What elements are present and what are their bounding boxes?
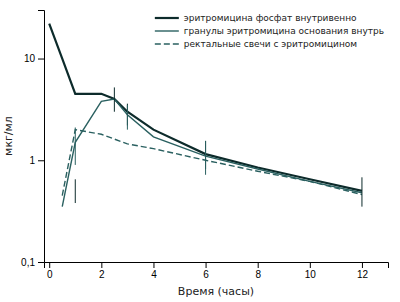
marks bbox=[49, 24, 362, 207]
tick-mark bbox=[38, 160, 44, 161]
tick: 10 bbox=[305, 262, 317, 280]
legend-item: эритромицина фосфат внутривенно bbox=[155, 13, 357, 23]
tick-label: 0 bbox=[47, 269, 53, 280]
tick: 6 bbox=[203, 262, 209, 280]
axis-line bbox=[38, 11, 45, 263]
tick-label: 10 bbox=[305, 269, 317, 280]
legend-label: ректальные свечи с эритромицином bbox=[184, 39, 357, 49]
plot: 0 2 4 6 8 10 12 0,1 1 10 Время (часы) мкг/мл эритром… bbox=[2, 11, 389, 299]
tick-label: 8 bbox=[255, 269, 261, 280]
y-axis: 0,1 1 10 bbox=[21, 11, 44, 268]
tick-mark bbox=[101, 262, 102, 268]
tick-label: 12 bbox=[357, 269, 369, 280]
tick: 8 bbox=[255, 262, 261, 280]
legend-label: эритромицина фосфат внутривенно bbox=[184, 13, 357, 23]
legend: эритромицина фосфат внутривенно гранулы э… bbox=[155, 13, 384, 49]
axis-line bbox=[45, 263, 389, 269]
tick: 4 bbox=[151, 262, 157, 280]
tick-mark bbox=[310, 262, 311, 268]
legend-item: ректальные свечи с эритромицином bbox=[155, 39, 357, 49]
tick-mark bbox=[49, 262, 50, 268]
error-bar bbox=[127, 105, 128, 130]
tick: 0,1 bbox=[21, 257, 44, 268]
tick-mark bbox=[153, 262, 154, 268]
tick-label: 2 bbox=[99, 269, 105, 280]
tick: 0 bbox=[47, 262, 53, 280]
x-axis: 0 2 4 6 8 10 12 bbox=[45, 262, 389, 280]
tick-label: 10 bbox=[24, 53, 36, 64]
legend-swatch bbox=[155, 43, 179, 44]
tick: 1 bbox=[29, 155, 44, 166]
tick: 12 bbox=[357, 262, 369, 280]
x-axis-title: Время (часы) bbox=[178, 285, 254, 298]
tick-mark bbox=[206, 262, 207, 268]
error-bar bbox=[205, 141, 206, 175]
tick-label: 4 bbox=[151, 269, 157, 280]
tick-label: 6 bbox=[203, 269, 209, 280]
tick-label: 0,1 bbox=[21, 257, 35, 268]
y-axis-title: мкг/мл bbox=[2, 116, 15, 156]
line bbox=[49, 24, 362, 191]
tick-mark bbox=[38, 262, 44, 263]
chart: 0 2 4 6 8 10 12 0,1 1 10 Время (часы) мкг/мл эритром… bbox=[0, 0, 400, 302]
error-bar bbox=[114, 87, 115, 111]
tick-mark bbox=[362, 262, 363, 268]
tick: 10 bbox=[24, 53, 44, 64]
legend-swatch bbox=[155, 30, 179, 31]
legend-item: гранулы эритромицина основания внутрь bbox=[155, 26, 384, 36]
tick: 2 bbox=[99, 262, 105, 280]
line bbox=[62, 130, 362, 196]
line bbox=[62, 99, 362, 207]
tick-mark bbox=[258, 262, 259, 268]
error-bar bbox=[75, 179, 76, 203]
error-bar bbox=[75, 127, 76, 164]
legend-label: гранулы эритромицина основания внутрь bbox=[184, 26, 384, 36]
tick-label: 1 bbox=[29, 155, 35, 166]
legend-swatch bbox=[155, 17, 179, 19]
tick-mark bbox=[38, 59, 44, 60]
error-bar bbox=[361, 177, 362, 206]
